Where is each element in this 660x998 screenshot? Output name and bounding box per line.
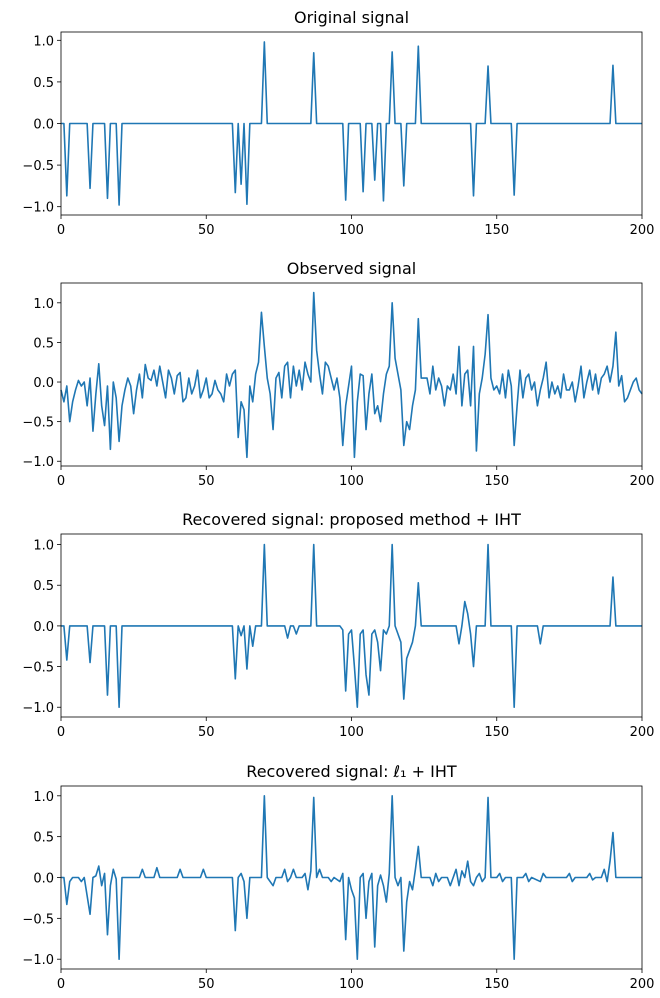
y-tick-label: −0.5 (22, 159, 54, 174)
y-tick-label: −1.0 (22, 201, 54, 216)
y-tick-label: 1.0 (33, 539, 54, 554)
y-tick-label: −1.0 (22, 701, 54, 716)
y-tick-label: −0.5 (22, 661, 54, 676)
y-tick-label: 1.0 (33, 297, 54, 312)
x-tick-label: 150 (484, 223, 509, 238)
y-tick-label: −1.0 (22, 953, 54, 968)
x-tick-label: 50 (198, 725, 215, 740)
y-tick-label: 0.0 (33, 376, 54, 391)
y-tick-label: 0.5 (33, 579, 54, 594)
y-tick-label: −0.5 (22, 912, 54, 927)
chart-title: Original signal (294, 8, 409, 27)
x-tick-label: 100 (339, 474, 364, 489)
y-tick-label: 0.0 (33, 872, 54, 887)
signal-line (61, 795, 642, 960)
x-tick-label: 50 (198, 474, 215, 489)
x-tick-label: 0 (57, 977, 65, 992)
y-tick-label: 0.5 (33, 831, 54, 846)
x-tick-label: 200 (630, 977, 655, 992)
x-tick-label: 100 (339, 223, 364, 238)
chart-title: Recovered signal: proposed method + IHT (182, 510, 521, 529)
chart-title: Observed signal (287, 259, 416, 278)
x-tick-label: 0 (57, 474, 65, 489)
x-tick-label: 200 (630, 223, 655, 238)
x-tick-label: 200 (630, 725, 655, 740)
chart-title: Recovered signal: ℓ₁ + IHT (246, 762, 457, 781)
y-tick-label: 0.5 (33, 336, 54, 351)
x-tick-label: 0 (57, 223, 65, 238)
y-tick-label: 0.0 (33, 118, 54, 133)
x-tick-label: 0 (57, 725, 65, 740)
y-tick-label: 0.0 (33, 620, 54, 635)
x-tick-label: 200 (630, 474, 655, 489)
signal-line (61, 41, 642, 206)
x-tick-label: 100 (339, 725, 364, 740)
x-tick-label: 50 (198, 977, 215, 992)
y-tick-label: 1.0 (33, 790, 54, 805)
signal-line (61, 543, 642, 709)
y-tick-label: 0.5 (33, 76, 54, 91)
y-tick-label: −0.5 (22, 416, 54, 431)
signal-line (60, 291, 643, 459)
y-tick-label: 1.0 (33, 34, 54, 49)
x-tick-label: 150 (484, 977, 509, 992)
x-tick-label: 100 (339, 977, 364, 992)
x-tick-label: 50 (198, 223, 215, 238)
x-tick-label: 150 (484, 474, 509, 489)
y-tick-label: −1.0 (22, 455, 54, 470)
x-tick-label: 150 (484, 725, 509, 740)
